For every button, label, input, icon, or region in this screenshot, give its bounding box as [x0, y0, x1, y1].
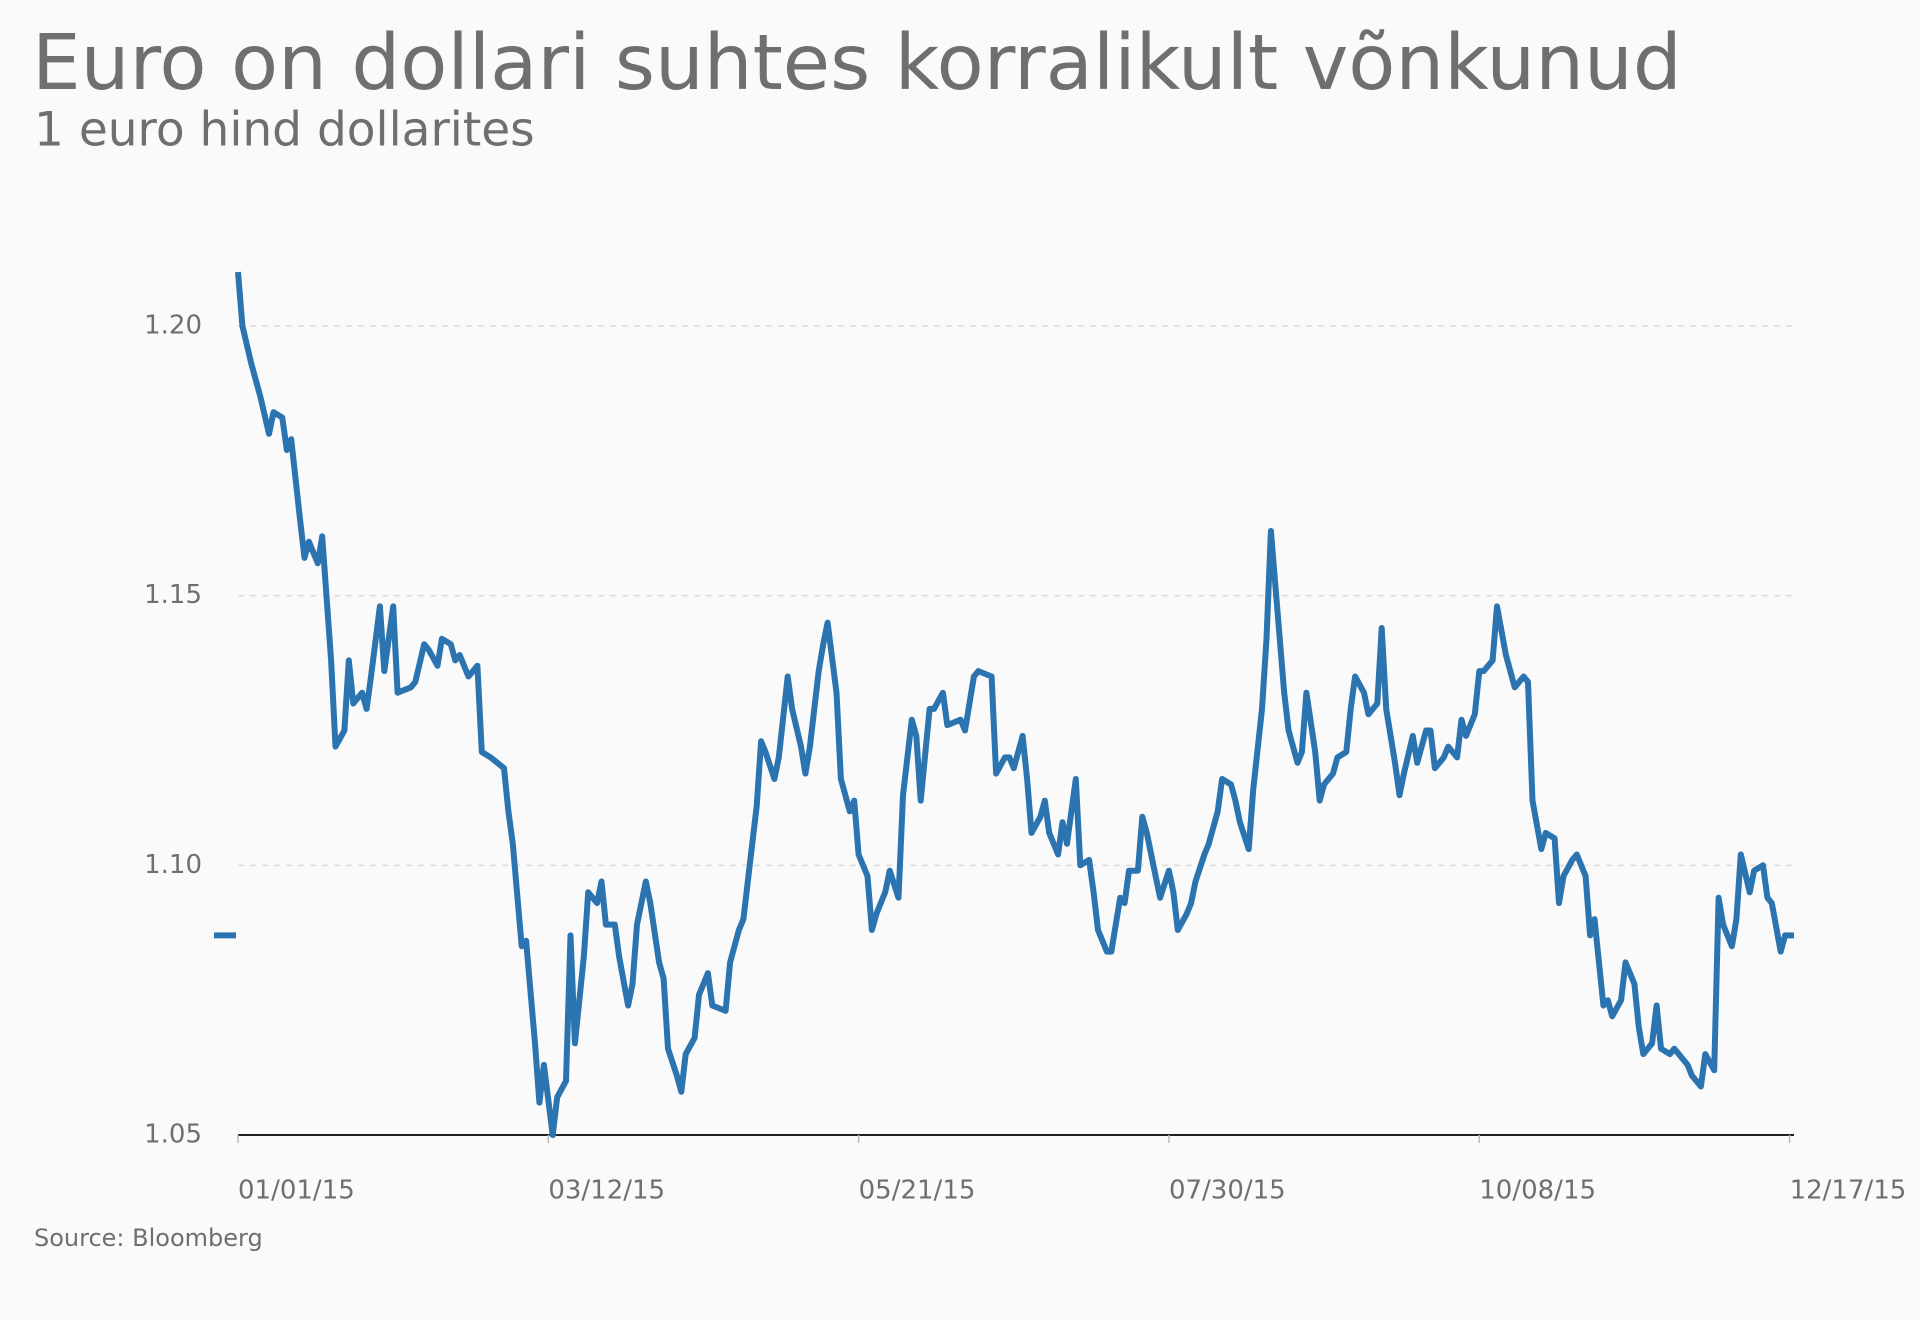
source-note: Source: Bloomberg: [34, 1224, 263, 1252]
x-tick-label: 12/17/15: [1790, 1176, 1907, 1206]
chart-subtitle: 1 euro hind dollarites: [34, 103, 535, 158]
price-line: [235, 271, 1794, 1138]
x-tick-label: 07/30/15: [1169, 1176, 1286, 1206]
chart-title: Euro on dollari suhtes korralikult võnku…: [32, 19, 1682, 108]
y-tick-label: 1.20: [144, 310, 202, 340]
y-tick-label: 1.10: [144, 850, 202, 880]
y-tick-label: 1.15: [144, 580, 202, 610]
x-tick-label: 05/21/15: [859, 1176, 976, 1206]
x-tick-label: 01/01/15: [238, 1176, 355, 1206]
x-tick-label: 03/12/15: [548, 1176, 665, 1206]
x-tick-label: 10/08/15: [1479, 1176, 1596, 1206]
y-tick-label: 1.05: [144, 1120, 202, 1150]
